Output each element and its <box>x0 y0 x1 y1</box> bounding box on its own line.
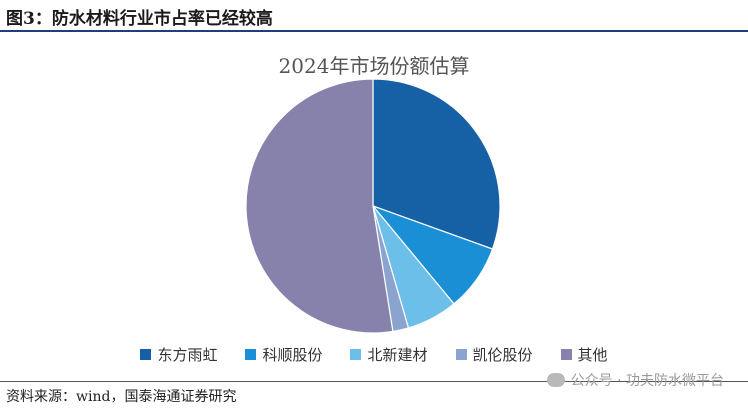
chart-legend: 东方雨虹 科顺股份 北新建材 凯伦股份 其他 <box>0 344 748 365</box>
legend-item: 其他 <box>560 344 608 365</box>
source-rule <box>0 381 748 382</box>
legend-item: 凯伦股份 <box>455 344 533 365</box>
legend-item: 科顺股份 <box>245 344 322 365</box>
legend-swatch <box>560 349 572 360</box>
watermark-text: 公众号 · 功夫防水微平台 <box>570 373 724 389</box>
pie-slice-5 <box>245 78 394 334</box>
chart-title: 2024年市场份额估算 <box>278 54 470 78</box>
legend-item: 北新建材 <box>350 344 428 365</box>
legend-label: 凯伦股份 <box>472 346 533 364</box>
wechat-icon <box>546 373 565 387</box>
legend-label: 北新建材 <box>367 346 428 364</box>
figure-title: 图3：防水材料行业市占率已经较高 <box>6 9 273 29</box>
title-rule <box>0 30 748 32</box>
legend-swatch <box>350 349 362 360</box>
legend-item: 东方雨虹 <box>140 344 217 365</box>
legend-label: 其他 <box>577 346 608 364</box>
source-note: 资料来源：wind，国泰海通证券研究 <box>6 389 237 405</box>
pie-svg <box>245 78 501 334</box>
legend-swatch <box>245 349 257 360</box>
pie-chart: 2024年市场份额估算 东方雨虹 科顺股份 北新建材 凯伦股份 其他 <box>0 34 748 379</box>
watermark: 公众号 · 功夫防水微平台 <box>546 370 724 390</box>
legend-label: 东方雨虹 <box>157 346 218 364</box>
pie-slice-1 <box>372 78 501 250</box>
legend-swatch <box>140 349 152 360</box>
legend-swatch <box>455 349 467 360</box>
legend-label: 科顺股份 <box>262 346 323 364</box>
